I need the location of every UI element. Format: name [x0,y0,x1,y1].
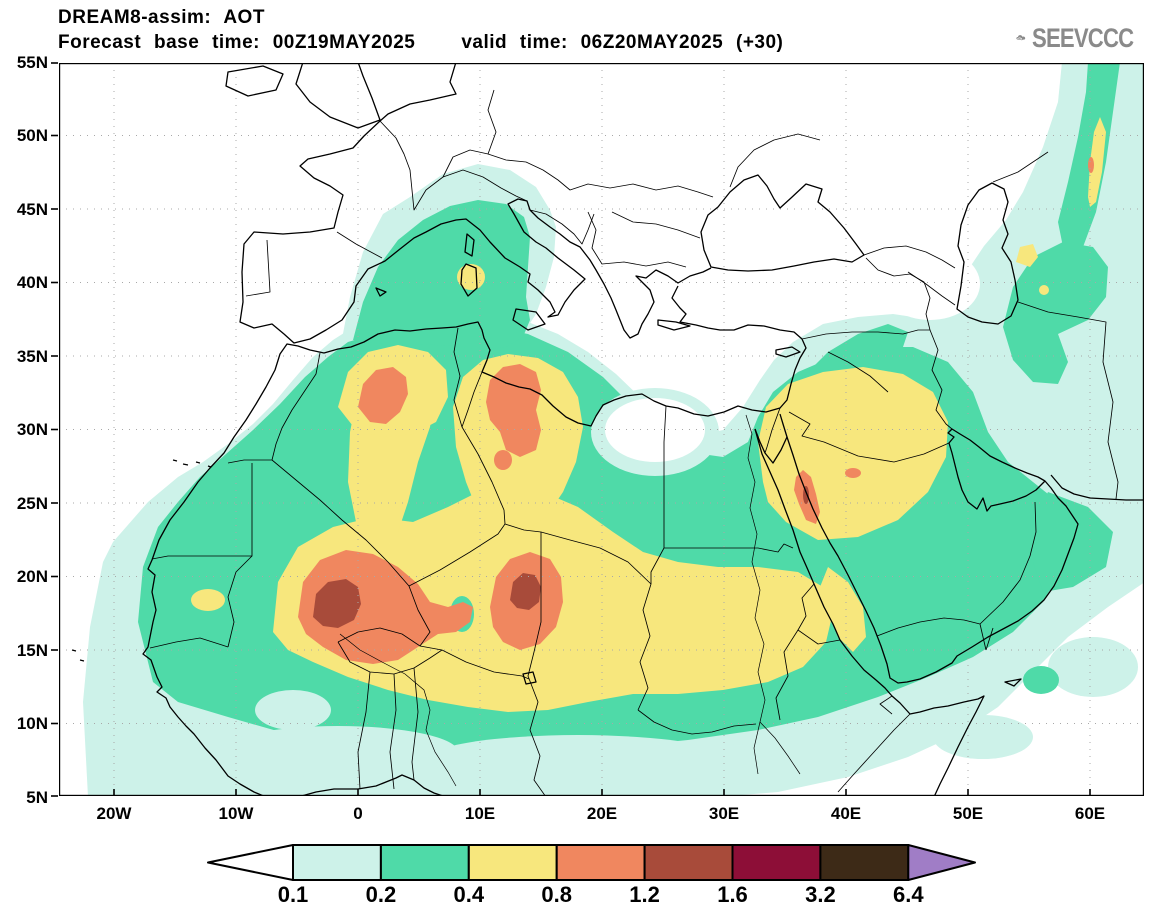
lon-tick-20w: 20W [96,804,132,823]
forecast-time-line: Forecast base time: 00Z19MAY2025 valid ti… [58,32,783,54]
colorbar-label-1.2: 1.2 [629,882,660,905]
colorbar-above-arrow [907,844,976,881]
lat-tick-20n: 20N [16,567,48,586]
base-time-label: Forecast base time: 00Z19MAY2025 [58,32,416,53]
lon-tick-30e: 30E [708,804,740,823]
forecast-map [51,62,1144,797]
colorbar-label-0.1: 0.1 [278,882,309,905]
aot-colorbar: 0.1 0.2 0.4 0.8 1.2 1.6 3.2 6.4 [207,844,976,905]
lat-tick-30n: 30N [16,420,48,439]
colorbar-label-6.4: 6.4 [893,882,924,905]
lat-tick-5n: 5N [26,788,48,807]
valid-time-label: valid time: 06Z20MAY2025 (+30) [461,32,784,53]
colorbar-label-3.2: 3.2 [805,882,836,905]
logo-text: SEEVCCC [1032,22,1134,53]
colorbar-cell-3.2 [819,844,910,881]
colorbar-cells [207,844,976,881]
colorbar-cell-1.2 [643,844,734,881]
lon-tick-10e: 10E [464,804,496,823]
lon-tick-60e: 60E [1074,804,1106,823]
seevccc-logo: SEEVCCC [1016,17,1156,59]
colorbar-label-0.2: 0.2 [366,882,397,905]
lon-tick-10w: 10W [218,804,254,823]
aot-field-layers [59,63,1144,796]
coastlines [71,63,1144,796]
cloud-logo-icon [1016,35,1026,41]
aot-level-1.2 [313,486,809,628]
lon-tick-40e: 40E [830,804,862,823]
colorbar-cell-0.1 [292,844,382,881]
lat-tick-10n: 10N [16,714,48,733]
axis-ticks [51,62,1091,797]
lat-tick-35n: 35N [16,347,48,366]
colorbar-label-1.6: 1.6 [717,882,748,905]
colorbar-cell-0.8 [555,844,646,881]
lat-tick-40n: 40N [16,273,48,292]
lat-tick-15n: 15N [16,641,48,660]
lat-tick-25n: 25N [16,494,48,513]
colorbar-label-0.4: 0.4 [454,882,485,905]
colorbar-label-0.8: 0.8 [541,882,572,905]
lon-tick-50e: 50E [952,804,984,823]
lat-tick-55n: 55N [16,53,48,72]
colorbar-labels: 0.1 0.2 0.4 0.8 1.2 1.6 3.2 6.4 [278,882,925,905]
country-borders [149,89,1119,796]
lon-tick-0: 0 [353,804,363,823]
lon-tick-20e: 20E [586,804,618,823]
page-title: DREAM8-assim: AOT [58,7,265,28]
lat-tick-50n: 50N [16,126,48,145]
colorbar-below-arrow [207,844,294,881]
rivers [339,414,801,787]
colorbar-cell-0.4 [467,844,558,881]
colorbar-cell-1.6 [731,844,822,881]
lat-tick-45n: 45N [16,200,48,219]
colorbar-cell-0.2 [379,844,470,881]
